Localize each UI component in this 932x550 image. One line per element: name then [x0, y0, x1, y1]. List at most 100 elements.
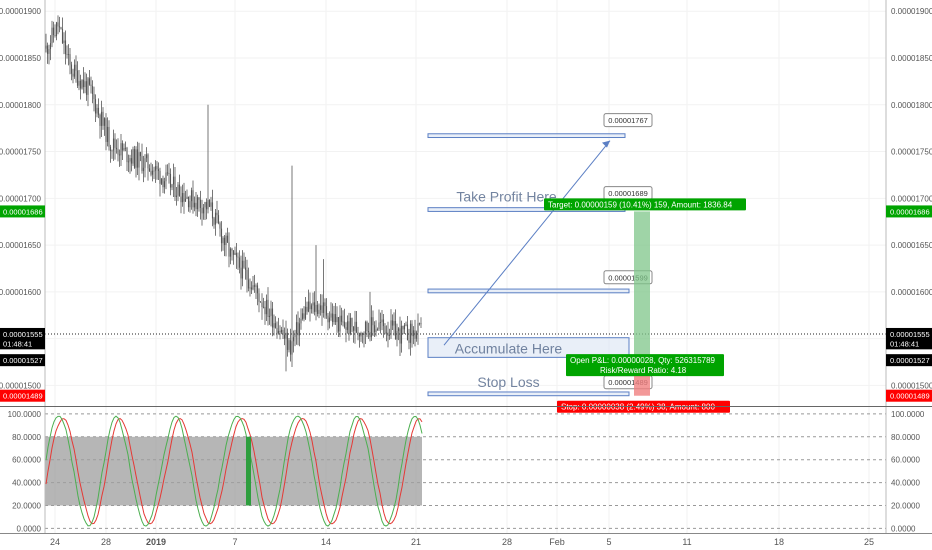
- candle-body: [141, 156, 143, 172]
- candle-body: [213, 218, 215, 225]
- candle-body: [393, 321, 395, 326]
- candle-body: [243, 260, 245, 268]
- x-tick-label: 24: [50, 537, 60, 547]
- candle-body: [379, 322, 382, 323]
- candle-body: [289, 340, 292, 355]
- candle-body: [355, 321, 358, 333]
- candle-body: [81, 79, 83, 89]
- candle-body: [126, 147, 128, 163]
- candle-body: [168, 172, 170, 174]
- candle-body: [222, 237, 224, 244]
- candle-body: [57, 22, 59, 27]
- axis-labels: 24 28 2019 7 14 21 28 Feb 5 11 18 25 0.00001500 0.000…: [0, 7, 932, 547]
- x-tick-label: 14: [321, 537, 331, 547]
- candle-body: [55, 22, 58, 37]
- stop-loss-box[interactable]: [427, 391, 630, 397]
- candle-body: [351, 317, 353, 327]
- candle-body: [244, 267, 247, 270]
- candle-body: [352, 326, 355, 331]
- profit-zone[interactable]: [634, 211, 650, 361]
- candle-body: [277, 330, 280, 334]
- candle-body: [385, 332, 388, 334]
- candle-body: [130, 158, 133, 164]
- candle-body: [211, 202, 214, 219]
- candle-body: [54, 34, 56, 37]
- candle-body: [295, 322, 298, 334]
- stop-label: Stop: 0.00000038 (2.49%) 38, Amount: 800: [561, 403, 715, 412]
- candle-body: [160, 178, 163, 184]
- candle-body: [388, 334, 391, 336]
- candle-body: [226, 235, 229, 243]
- entry-price-badge: 0.00001527: [890, 356, 930, 365]
- candle-body: [157, 169, 160, 171]
- candle-body: [99, 114, 101, 126]
- candle-body: [232, 250, 235, 255]
- osc-band: [45, 436, 422, 506]
- candle-body: [361, 332, 364, 335]
- candle-body: [96, 107, 98, 114]
- candle-body: [94, 99, 97, 114]
- candle-body: [342, 321, 344, 323]
- osc-tick-label-right: 20.0000: [891, 502, 920, 511]
- candle-body: [201, 207, 203, 214]
- candle-body: [400, 325, 403, 344]
- y-tick-label-right: 0.00001600: [891, 288, 932, 297]
- target-price-badge-bg: [886, 205, 932, 218]
- candle-body: [406, 324, 409, 341]
- candle-body: [364, 321, 367, 335]
- candle-body: [103, 118, 106, 126]
- candle-body: [186, 196, 188, 199]
- target-1767-box[interactable]: [427, 133, 626, 139]
- candle-body: [66, 54, 68, 55]
- candle-body: [403, 324, 406, 330]
- candle-body: [220, 228, 223, 244]
- candle-body: [135, 149, 137, 168]
- candle-body: [208, 200, 211, 207]
- candle-body: [88, 78, 91, 85]
- candle-body: [288, 340, 290, 350]
- osc-tick-label-right: 60.0000: [891, 456, 920, 465]
- candle-body: [258, 293, 260, 302]
- candle-body: [241, 260, 244, 279]
- candle-body: [150, 171, 152, 175]
- candle-body: [190, 190, 193, 202]
- candle-body: [366, 321, 368, 332]
- countdown-badge-bg: [0, 337, 45, 350]
- candle-body: [127, 161, 130, 163]
- candle-body: [153, 170, 155, 172]
- candle-body: [82, 79, 85, 88]
- y-tick-label-left: 0.00001900: [0, 7, 42, 16]
- y-tick-label-right: 0.00001700: [891, 194, 932, 203]
- stop-price-badge: 0.00001489: [890, 392, 930, 401]
- candle-body: [111, 150, 113, 152]
- candle-body: [405, 324, 407, 326]
- candle-body: [349, 317, 352, 334]
- accumulate-box[interactable]: [427, 337, 630, 358]
- candle-body: [100, 111, 103, 126]
- candle-body: [106, 126, 109, 142]
- candle-body: [112, 138, 115, 151]
- candle-body: [51, 27, 53, 44]
- candle-body: [118, 154, 121, 156]
- target-1599-box[interactable]: [427, 288, 630, 294]
- x-tick-label: 28: [502, 537, 512, 547]
- candle-body: [159, 170, 161, 184]
- candle-body: [73, 64, 76, 77]
- candle-body: [316, 304, 319, 314]
- drawing-zones[interactable]: Take Profit Here Accumulate Here Stop Loss…: [427, 113, 653, 397]
- x-tick-label: 21: [411, 537, 421, 547]
- candle-body: [52, 27, 55, 35]
- trend-arrow[interactable]: [443, 140, 611, 346]
- candle-body: [204, 202, 206, 208]
- y-tick-label-right: 0.00001750: [891, 148, 932, 157]
- candle-body: [124, 147, 127, 149]
- candle-body: [343, 321, 346, 328]
- target-price-badge: 0.00001686: [3, 207, 43, 216]
- callout-1767-box[interactable]: [603, 113, 653, 128]
- position-tool[interactable]: Target: 0.00000159 (10.41%) 159, Amount:…: [544, 198, 746, 413]
- candle-body: [48, 49, 50, 54]
- entry-price-badge-bg: [0, 354, 45, 367]
- candle-body: [279, 330, 281, 333]
- candle-body: [282, 329, 284, 335]
